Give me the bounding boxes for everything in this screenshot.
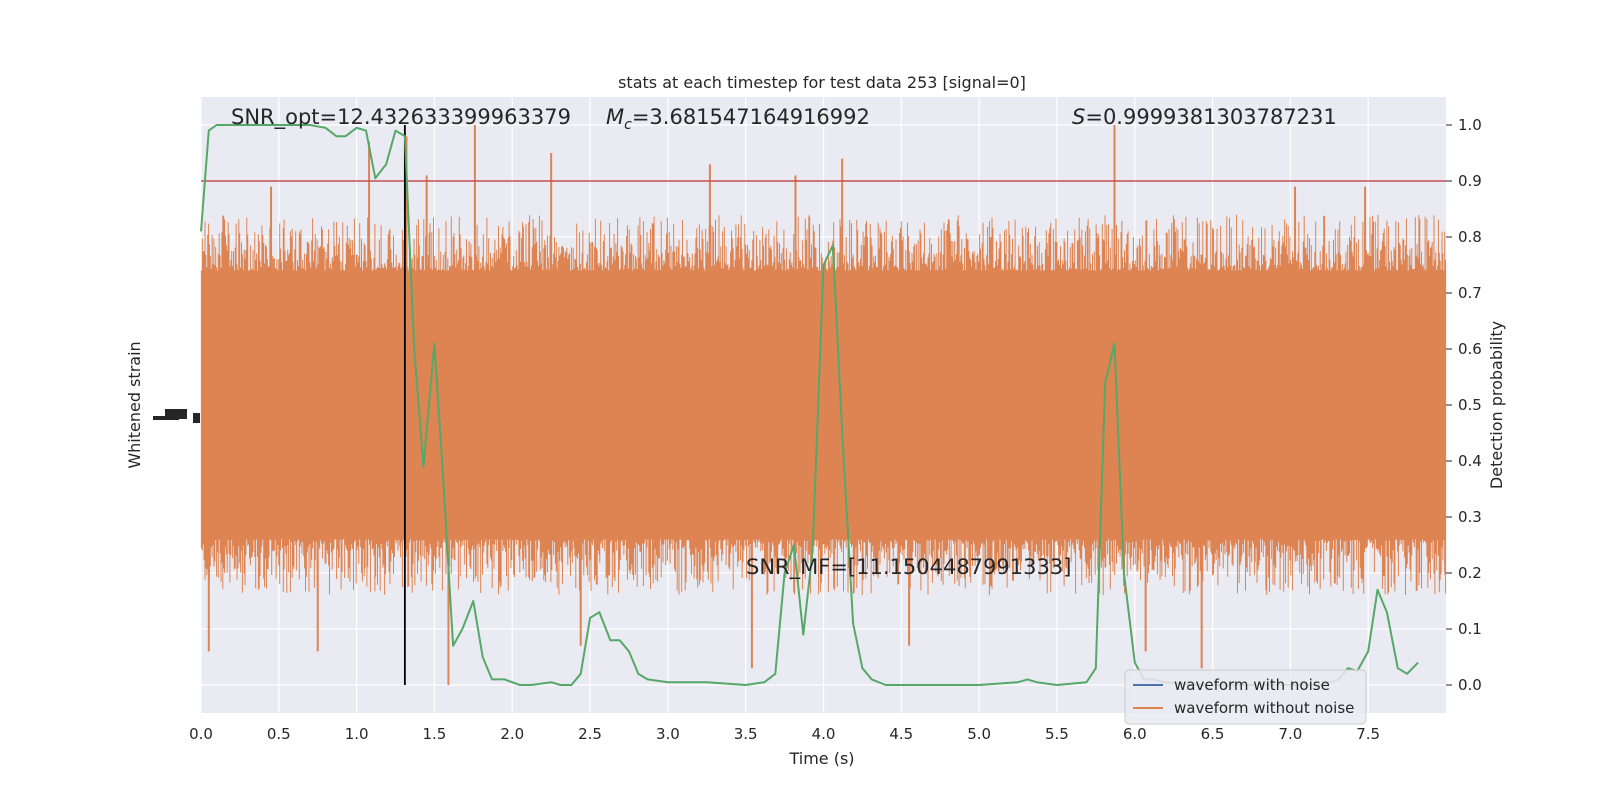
x-tick-label: 0.0 (189, 725, 213, 743)
legend-label-without-noise: waveform without noise (1174, 699, 1354, 717)
x-tick-label: 3.0 (656, 725, 680, 743)
x-tick-label: 5.5 (1045, 725, 1069, 743)
x-tick-label: 6.5 (1201, 725, 1225, 743)
y-tick-label: 0.4 (1458, 452, 1482, 470)
x-tick-label: 0.5 (267, 725, 291, 743)
x-axis-label: Time (s) (788, 749, 854, 768)
x-tick-label: 1.0 (345, 725, 369, 743)
x-tick-label: 1.5 (423, 725, 447, 743)
mc-subscript: c (624, 117, 632, 133)
y-tick-label: 0.7 (1458, 284, 1482, 302)
chirp-mass-annotation: Mc=3.681547164916992 (606, 105, 870, 133)
y-tick-label: 0.0 (1458, 676, 1482, 694)
legend: waveform with noise waveform without noi… (1124, 669, 1367, 725)
y-tick-label: 0.6 (1458, 340, 1482, 358)
x-tick-label: 7.0 (1278, 725, 1302, 743)
left-y-axis-label: Whitened strain (125, 341, 144, 468)
noise-strokes (200, 214, 1447, 596)
y-tick-label: 0.3 (1458, 508, 1482, 526)
snr-opt-annotation: SNR_opt=12.432633399963379 (231, 105, 571, 130)
s-symbol: S (1072, 105, 1085, 129)
x-tick-label: 4.5 (889, 725, 913, 743)
x-tick-label: 4.0 (812, 725, 836, 743)
score-annotation: S=0.9999381303787231 (1072, 105, 1337, 129)
y-tick-label: 0.8 (1458, 228, 1482, 246)
x-tick-label: 5.0 (967, 725, 991, 743)
snr-mf-annotation: SNR_MF=[11.1504487991333] (746, 555, 1071, 580)
y-tick-label: 0.5 (1458, 396, 1482, 414)
mc-value: =3.681547164916992 (632, 105, 870, 129)
left-y-tick-labels (153, 409, 200, 423)
x-tick-label: 3.5 (734, 725, 758, 743)
noise-series (200, 125, 1447, 685)
x-tick-label: 6.0 (1123, 725, 1147, 743)
x-tick-label: 2.5 (578, 725, 602, 743)
right-y-axis-label: Detection probability (1487, 321, 1506, 489)
y-tick-label: 0.1 (1458, 620, 1482, 638)
x-tick-label: 7.5 (1356, 725, 1380, 743)
x-tick-label: 2.0 (500, 725, 524, 743)
right-y-tick-labels: 0.0 0.1 0.2 0.3 0.4 0.5 0.6 0.7 0.8 0.9 1.0 (1446, 116, 1482, 694)
y-tick-label: 1.0 (1458, 116, 1482, 134)
s-value: =0.9999381303787231 (1085, 105, 1336, 129)
legend-box (1124, 669, 1367, 725)
x-tick-labels: 0.0 0.5 1.0 1.5 2.0 2.5 3.0 3.5 4.0 4.5 5.0 5.5 6.0 6… (189, 725, 1380, 743)
y-tick-label: 0.2 (1458, 564, 1482, 582)
chart-title: stats at each timestep for test data 253… (618, 73, 1026, 92)
y-tick-label: 0.9 (1458, 172, 1482, 190)
mc-symbol: M (606, 105, 624, 129)
legend-label-with-noise: waveform with noise (1174, 676, 1330, 694)
